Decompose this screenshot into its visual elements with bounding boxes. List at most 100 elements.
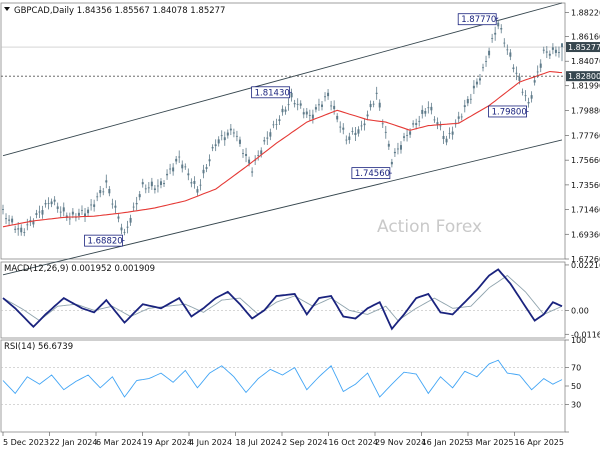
price-axis-tick-label: 1.86160 — [571, 33, 600, 42]
price-bar-body — [302, 112, 305, 115]
price-bar-body — [418, 120, 421, 122]
price-bar-body — [512, 67, 515, 70]
price-bar-body — [336, 115, 339, 120]
date-axis-tick-label: 4 Jun 2024 — [189, 438, 232, 447]
price-bar-body — [488, 50, 491, 56]
price-bar-body — [141, 182, 144, 185]
price-bar-body — [533, 80, 536, 83]
price-bar-body — [132, 206, 135, 208]
price-bar-body — [554, 49, 557, 53]
price-bar-body — [126, 226, 129, 228]
price-bar-body — [87, 209, 90, 214]
price-bar-body — [521, 91, 524, 93]
price-panel-title: GBPCAD,Daily 1.84356 1.85567 1.84078 1.8… — [14, 6, 225, 16]
price-box-current — [566, 42, 600, 53]
price-bar-body — [275, 124, 278, 125]
price-bar-body — [90, 204, 93, 206]
price-bar-body — [111, 203, 114, 205]
price-bar-body — [330, 105, 333, 107]
price-bar-body — [524, 95, 527, 97]
rsi-panel-title: RSI(14) 56.6739 — [4, 342, 73, 352]
price-bar-body — [153, 188, 156, 191]
price-bar-body — [448, 133, 451, 134]
price-bar-body — [387, 143, 390, 147]
price-bar-body — [399, 145, 402, 150]
date-axis-tick-label: 18 Jul 2024 — [236, 438, 281, 447]
price-axis-tick-label: 1.88220 — [571, 8, 600, 17]
price-bar-body — [409, 131, 412, 135]
channel-lines — [2, 2, 563, 276]
price-bar-body — [11, 218, 14, 223]
macd-axis-tick-label: -0.011689 — [571, 330, 600, 339]
price-bar-body — [257, 155, 260, 156]
price-level-lines: 1.85277 1.82800 — [1, 42, 600, 82]
date-axis-tick-label: 16 Apr 2025 — [515, 438, 564, 447]
price-bar-body — [485, 61, 488, 62]
callout-label: 1.79800 — [492, 107, 527, 117]
price-bar-body — [93, 204, 96, 207]
price-bar-body — [23, 232, 26, 233]
price-bar-body — [84, 213, 87, 217]
price-y-axis: 1.88220 1.86160 1.84070 1.81990 1.79880 1.777… — [565, 8, 600, 264]
price-bar-body — [472, 85, 475, 89]
price-bar-body — [62, 207, 65, 212]
price-bar-body — [44, 203, 47, 205]
callout-label: 1.68820 — [88, 237, 123, 247]
date-axis-tick-label: 3 Mar 2025 — [468, 438, 514, 447]
channel-lower-line — [2, 139, 563, 276]
price-bar-body — [406, 134, 409, 136]
price-bar-body — [263, 140, 266, 142]
price-bar-body — [205, 167, 208, 169]
price-bar-body — [308, 115, 311, 116]
price-bar-body — [518, 76, 521, 81]
price-bar-body — [147, 187, 150, 189]
price-bar-body — [120, 227, 123, 231]
price-bar-body — [463, 105, 466, 108]
price-bar-body — [2, 209, 4, 210]
price-bar-body — [451, 131, 454, 135]
date-axis-tick-label: 16 Oct 2024 — [329, 438, 378, 447]
rsi-axis-tick-label: 30 — [571, 400, 581, 409]
price-bar-body — [17, 228, 20, 230]
callout-label: 1.87770 — [461, 15, 496, 25]
price-bar-body — [557, 52, 560, 53]
price-bar-body — [156, 185, 159, 187]
price-bar-body — [59, 211, 62, 213]
price-bar-body — [421, 109, 424, 114]
price-callouts: 1.68820 1.81430 1.74560 1.87770 1.79800 — [84, 13, 529, 247]
price-bar-body — [35, 213, 38, 215]
date-axis-tick-label: 19 Apr 2024 — [143, 438, 192, 447]
price-bar-body — [190, 182, 193, 184]
price-bar-body — [548, 53, 551, 56]
price-bar-body — [348, 136, 351, 141]
rsi-line — [2, 359, 563, 398]
price-bar-body — [342, 127, 345, 130]
price-bar-body — [32, 221, 35, 225]
date-axis-tick-label: 6 Mar 2024 — [96, 438, 142, 447]
macd-axis-tick-label: 0.00 — [571, 306, 589, 315]
price-bar-body — [193, 180, 196, 184]
price-bar-body — [363, 123, 366, 126]
price-bar-body — [202, 169, 205, 174]
price-bar-body — [281, 108, 284, 113]
sma-curve — [2, 70, 563, 228]
price-bar-body — [38, 211, 41, 213]
price-axis-tick-label: 1.69360 — [571, 230, 600, 239]
price-bar-body — [305, 111, 308, 115]
price-bar-body — [378, 102, 381, 108]
price-bar-body — [561, 43, 563, 48]
price-bar-body — [475, 81, 478, 85]
price-bar-body — [220, 135, 223, 137]
price-bar-body — [542, 49, 545, 51]
price-bar-body — [14, 228, 17, 230]
price-bar-body — [208, 159, 211, 162]
price-bar-body — [381, 123, 384, 125]
price-bar-body — [238, 139, 241, 144]
date-axis-tick-label: 2 Sep 2024 — [282, 438, 328, 447]
price-bar-body — [226, 132, 229, 136]
price-axis-tick-label: 1.77760 — [571, 131, 600, 140]
macd-main-line — [2, 268, 563, 331]
